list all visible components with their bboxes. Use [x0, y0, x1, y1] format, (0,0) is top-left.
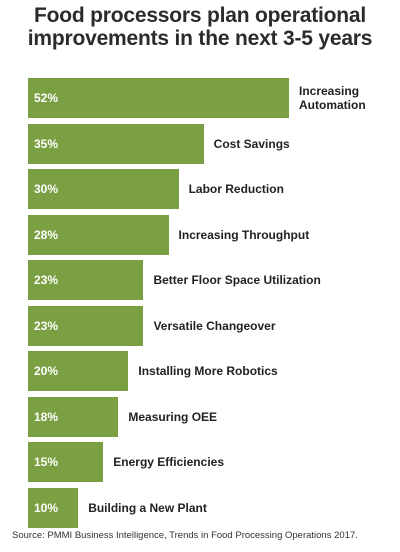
bar-7: 20% [28, 351, 129, 391]
bar-category-label: Energy Efficiencies [113, 455, 224, 469]
bar-10: 10% [28, 487, 79, 528]
bar-9: 15% [28, 442, 104, 482]
bar-category-label: Increasing Automation [299, 84, 366, 112]
bar-category-label: Labor Reduction [188, 182, 284, 196]
bar-6: 23% [28, 305, 144, 346]
bar-8: 18% [28, 396, 119, 437]
bar-value-label: 15% [34, 455, 59, 469]
bar-value-label: 18% [34, 409, 59, 424]
bar-category-label: Building a New Plant [88, 500, 207, 515]
bar-5: 23% [28, 260, 144, 300]
bar-value-label: 23% [34, 318, 59, 333]
bar-value-label: 35% [34, 136, 59, 151]
bar-category-label: Versatile Changeover [153, 318, 276, 333]
chart-title: Food processors plan operational improve… [0, 4, 400, 50]
bar-3: 30% [28, 169, 179, 209]
bar-category-label: Cost Savings [213, 136, 290, 151]
bar-value-label: 20% [34, 364, 59, 378]
bar-value-label: 10% [34, 500, 59, 515]
bar-2: 35% [28, 123, 204, 164]
chart-title-line-1: Food processors plan operational [34, 4, 366, 27]
chart-title-line-2: improvements in the next 3-5 years [27, 27, 373, 50]
bar-value-label: 52% [34, 91, 59, 105]
bar-category-label: Installing More Robotics [138, 364, 278, 378]
bar-value-label: 28% [34, 227, 59, 242]
bar-value-label: 23% [34, 273, 59, 287]
source-note: Source: PMMI Business Intelligence, Tren… [12, 530, 358, 541]
bar-category-label: Better Floor Space Utilization [153, 273, 321, 287]
bar-value-label: 30% [34, 182, 59, 196]
bar-category-label: Increasing Throughput [178, 227, 310, 242]
bar-1: 52% [28, 78, 289, 118]
bar-4: 28% [28, 214, 169, 255]
bar-category-label: Measuring OEE [128, 409, 218, 424]
